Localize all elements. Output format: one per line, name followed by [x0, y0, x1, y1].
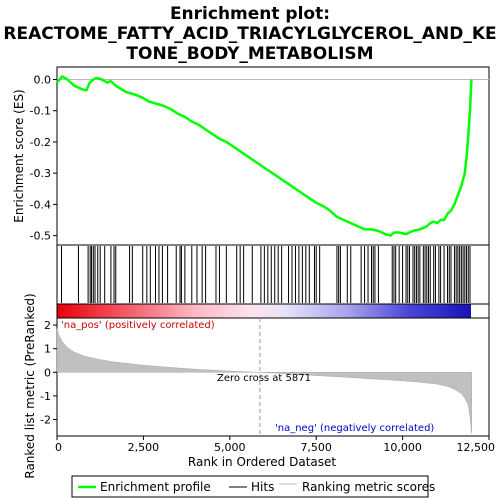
rank-xtick-label: 12,500	[457, 441, 496, 454]
es-y-axis-label: Enrichment score (ES)	[12, 89, 26, 222]
rank-ytick-label: 2	[44, 319, 51, 332]
es-panel-frame	[56, 66, 490, 246]
es-ytick-label: -0.4	[30, 198, 51, 211]
zero-cross-label: Zero cross at 5871	[217, 373, 311, 384]
legend-box	[71, 475, 429, 498]
rank-ytick-label: -2	[40, 413, 51, 426]
rank-xtick-label: 0	[55, 441, 62, 454]
enrichment-profile-line	[56, 75, 473, 237]
rank-xtick-label: 2,500	[128, 441, 160, 454]
es-ytick-label: -0.3	[30, 167, 51, 180]
negatively-correlated-label: 'na_neg' (negatively correlated)	[275, 423, 434, 434]
rank-xtick-label: 7,500	[300, 441, 332, 454]
rank-x-ticks: 0 2,500 5,000 7,500 10,000 12,500	[55, 436, 495, 454]
legend-ranking-label: Ranking metric scores	[302, 480, 435, 494]
es-ytick-label: -0.5	[30, 230, 51, 243]
rank-x-axis-label: Rank in Ordered Dataset	[188, 455, 336, 469]
es-ytick-label: 0.0	[34, 73, 52, 86]
rank-xtick-label: 10,000	[383, 441, 422, 454]
es-ytick-label: -0.2	[30, 136, 51, 149]
chart-title-line-3: TONE_BODY_METABOLISM	[126, 44, 373, 64]
legend-hits-label: Hits	[251, 480, 274, 494]
legend-enrichment-label: Enrichment profile	[100, 480, 211, 494]
rank-y-ticks: 2 1 0 -1 -2	[40, 319, 57, 426]
ranking-metric-area	[56, 328, 472, 434]
rank-ytick-label: 0	[44, 366, 51, 379]
rank-y-axis-label: Ranked list metric (PreRanked)	[23, 293, 37, 478]
rank-ytick-label: 1	[44, 343, 51, 356]
rank-heatbar	[57, 304, 471, 318]
positively-correlated-label: 'na_pos' (positively correlated)	[61, 320, 215, 331]
chart-title-line-1: Enrichment plot:	[170, 4, 330, 24]
es-y-ticks: 0.0 -0.1 -0.2 -0.3 -0.4 -0.5	[30, 73, 57, 243]
es-ytick-label: -0.1	[30, 105, 51, 118]
rank-xtick-label: 5,000	[214, 441, 246, 454]
chart-title-line-2: REACTOME_FATTY_ACID_TRIACYLGLYCEROL_AND_…	[3, 24, 496, 44]
rank-ytick-label: -1	[40, 390, 51, 403]
hits-markers	[60, 246, 471, 303]
hits-panel-frame	[56, 244, 490, 305]
